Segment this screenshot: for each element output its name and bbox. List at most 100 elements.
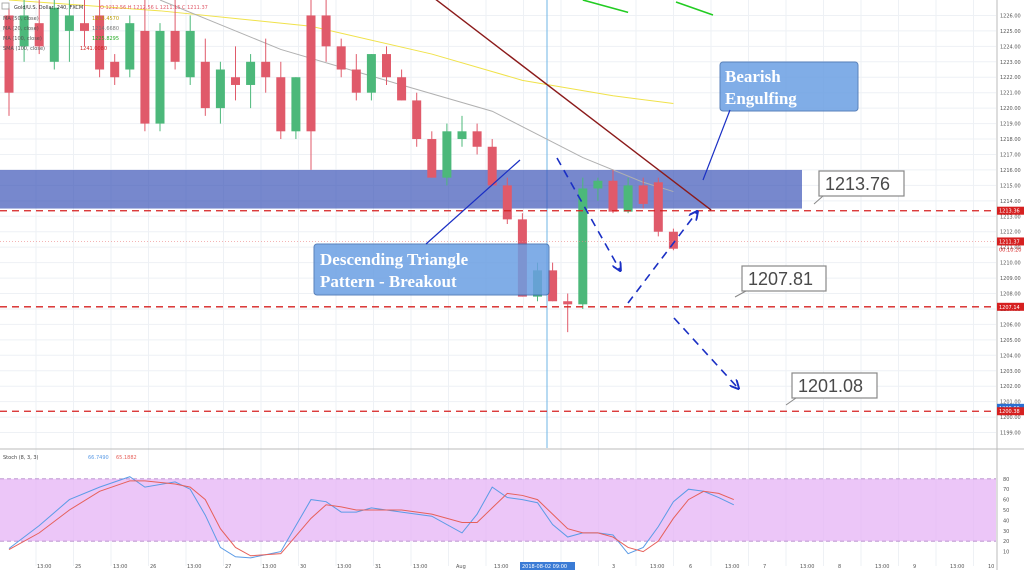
price-tick-label: 1209.00 (1000, 276, 1021, 282)
level-box-pointer (813, 195, 824, 205)
price-tick-label: 1216.00 (1000, 168, 1021, 174)
candle-body (427, 139, 437, 178)
time-tick-label: 13:00 (800, 564, 814, 570)
price-tick-label: 1210.00 (1000, 261, 1021, 267)
price-tick-label: 1224.00 (1000, 44, 1021, 50)
time-tick-label: 13:00 (187, 564, 201, 570)
candle-body (80, 23, 89, 31)
candle-body (668, 231, 678, 249)
indicator-4-value: 1241.0080 (80, 46, 107, 52)
price-tick-label: 1219.00 (1000, 122, 1021, 128)
level-box (791, 372, 878, 399)
bearish-engulfing-text-2: Engulfing (725, 89, 797, 108)
candle-body (593, 180, 603, 189)
candle-body (487, 146, 497, 186)
candle-body (412, 100, 422, 140)
price-tick-label: 1225.00 (1000, 29, 1021, 35)
time-tick-label: 13:00 (113, 564, 127, 570)
projection-arrows (556, 157, 738, 388)
stoch-d-value: 65.1882 (116, 455, 137, 461)
price-tag-bg (997, 302, 1024, 311)
candle-body (95, 15, 105, 70)
chart-header: Gold/U.S. Dollar, 240, FXCM O 1212.56 H … (1, 2, 208, 52)
horizontal-levels (0, 210, 996, 412)
candle-body (623, 185, 633, 212)
level-box (818, 170, 905, 197)
price-tag-bg (997, 407, 1024, 416)
x-cursor-tag-label: 2018-08-02 09:00 (522, 564, 567, 570)
time-tick-label: 31 (375, 564, 381, 570)
stoch-lines (8, 476, 735, 559)
price-axis: 1199.00 1200.00 1201.00 1202.00 1203.00 1204.… (37, 13, 1024, 570)
indicator-2-label: MA (20, close) (3, 26, 39, 32)
ma-50-line (8, 0, 674, 104)
projection-arrow (627, 212, 697, 304)
time-tick-label: 13:00 (494, 564, 508, 570)
time-tick-label: 13:00 (875, 564, 889, 570)
indicator-1-value: 1213.4570 (92, 16, 119, 22)
price-tag-label: 1211.37 (999, 239, 1020, 245)
time-tick-label: 25 (75, 564, 81, 570)
level-box-label: 1201.08 (798, 376, 863, 396)
price-tag-bg (997, 237, 1024, 246)
candle-body (442, 131, 452, 178)
price-tick-label: 1221.00 (1000, 91, 1021, 97)
time-tick-label: 3 (612, 564, 615, 570)
stoch-title: Stoch (8, 3, 3) (3, 455, 39, 461)
descending-triangle-callout (313, 243, 550, 296)
candle-body (351, 69, 361, 93)
ma-100-segment (675, 1, 714, 16)
candle-body (276, 77, 286, 132)
candle-body (200, 61, 210, 109)
level-box-label: 1207.81 (748, 269, 813, 289)
price-tick-label: 1205.00 (1000, 338, 1021, 344)
stoch-band (0, 478, 996, 542)
candle-body (170, 30, 180, 62)
collapse-icon[interactable] (1, 2, 10, 10)
stoch-tick-label: 30 (1003, 529, 1009, 535)
candle-body (246, 61, 256, 85)
projection-arrow (673, 317, 738, 388)
candle-body (125, 23, 135, 70)
candle-body (548, 270, 558, 302)
price-tag-label: 1200.38 (999, 409, 1020, 415)
descending-triangle-text-2: Pattern - Breakout (320, 272, 457, 291)
price-tick-label: 1215.00 (1000, 183, 1021, 189)
x-cursor-tag-bg (520, 562, 575, 570)
candle-body (64, 15, 74, 31)
candle-body (291, 77, 301, 132)
time-tick-label: 6 (689, 564, 692, 570)
time-tick-label: 8 (838, 564, 841, 570)
stoch-tick-label: 60 (1003, 498, 1009, 504)
ohlc-values: O 1212.56 H 1212.56 L 1211.15 C 1211.37 (100, 5, 208, 11)
bearish-engulfing-pointer (702, 109, 731, 181)
price-tick-label: 1226.00 (1000, 13, 1021, 19)
annotations: Bearish Engulfing Descending Triangle Patte… (313, 61, 905, 406)
candle-body (19, 15, 29, 47)
price-tick-label: 1204.00 (1000, 353, 1021, 359)
indicator-1-label: MA (50, close) (3, 16, 39, 22)
time-tick-label: Aug (456, 564, 466, 570)
stoch-k-line (8, 476, 735, 559)
candle-body (140, 30, 150, 124)
descending-triangle-pointer (425, 159, 521, 245)
indicator-3-value: 1225.8295 (92, 36, 119, 42)
stoch-tick-label: 40 (1003, 518, 1009, 524)
symbol-line: Gold/U.S. Dollar, 240, FXCM (14, 5, 83, 11)
price-tick-label: 1203.00 (1000, 369, 1021, 375)
resistance-zone-rect (0, 169, 802, 209)
price-tick-label: 1218.00 (1000, 137, 1021, 143)
time-tick-label: 13:00 (725, 564, 739, 570)
price-tick-label: 1199.00 (1000, 431, 1021, 437)
resistance-zone (0, 169, 802, 209)
candle-body (563, 301, 573, 305)
time-tick-label: 9 (913, 564, 916, 570)
time-tick-label: 13:00 (413, 564, 427, 570)
time-tick-label: 10 (988, 564, 994, 570)
price-tag-bg (997, 206, 1024, 215)
candle-body (638, 185, 648, 204)
indicator-3-label: MA (100, close) (3, 36, 42, 42)
stoch-tick-label: 10 (1003, 550, 1009, 556)
candle-body (653, 182, 663, 232)
